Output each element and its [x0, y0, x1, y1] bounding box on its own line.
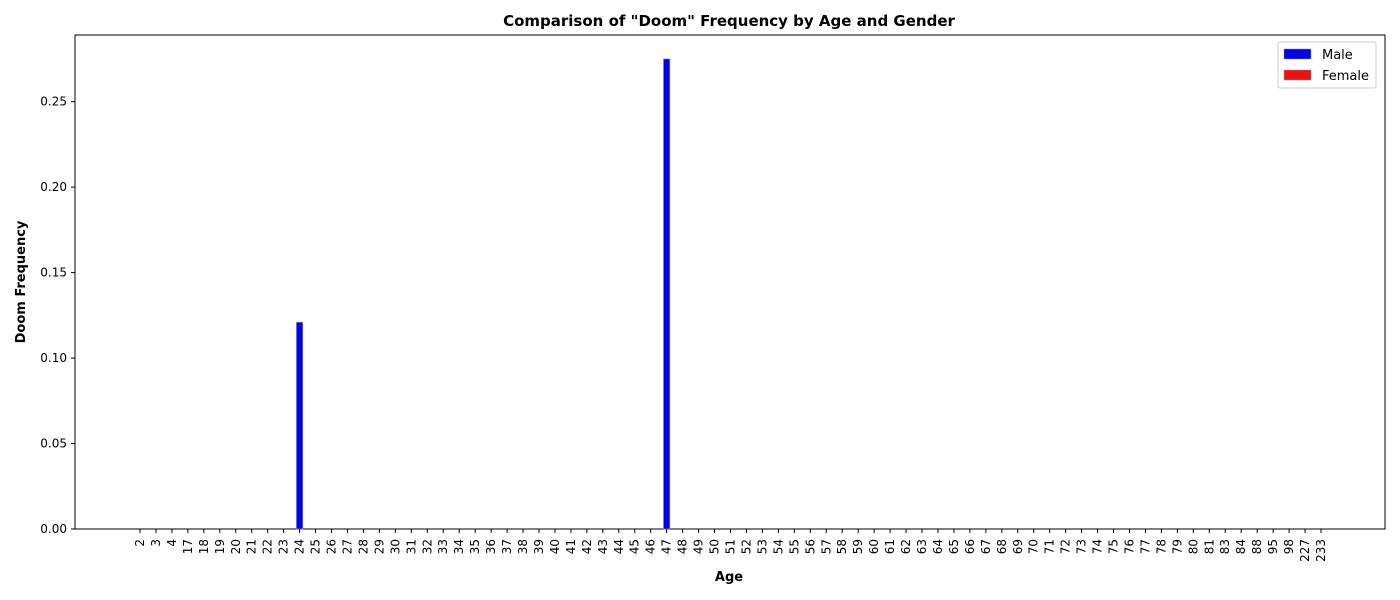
x-tick-label: 38: [516, 539, 530, 554]
x-tick-label: 41: [564, 539, 578, 554]
x-tick-label: 65: [947, 539, 961, 554]
x-tick-label: 23: [277, 539, 291, 554]
x-tick-label: 50: [708, 539, 722, 554]
x-tick-label: 68: [995, 539, 1009, 554]
x-tick-label: 55: [787, 539, 801, 554]
x-tick-label: 66: [963, 539, 977, 554]
x-tick-label: 35: [468, 539, 482, 554]
bar-male-47: [663, 58, 671, 530]
legend-label-female: Female: [1322, 69, 1369, 84]
x-tick-label: 71: [1043, 539, 1057, 554]
x-tick-label: 56: [803, 539, 817, 554]
x-tick-label: 21: [245, 539, 259, 554]
x-tick-label: 47: [660, 539, 674, 554]
x-tick-label: 73: [1075, 539, 1089, 554]
x-tick-label: 75: [1107, 539, 1121, 554]
y-axis-label: Doom Frequency: [14, 220, 29, 343]
legend-swatch-male: [1283, 48, 1312, 60]
x-tick-label: 61: [883, 539, 897, 554]
x-tick-label: 37: [500, 539, 514, 554]
x-tick-label: 48: [676, 539, 690, 554]
x-tick-label: 20: [229, 539, 243, 554]
x-tick-label: 49: [692, 539, 706, 554]
x-tick-label: 77: [1138, 539, 1152, 554]
x-tick-label: 81: [1202, 539, 1216, 554]
x-tick-label: 53: [755, 539, 769, 554]
x-tick-label: 62: [899, 539, 913, 554]
x-tick-label: 31: [404, 539, 418, 554]
x-axis-label: Age: [715, 570, 743, 585]
x-tick-label: 34: [452, 539, 466, 554]
x-tick-label: 17: [181, 539, 195, 554]
x-tick-label: 60: [867, 539, 881, 554]
x-tick-label: 19: [213, 539, 227, 554]
x-tick-label: 28: [356, 539, 370, 554]
x-tick-label: 43: [596, 539, 610, 554]
x-tick-label: 78: [1154, 539, 1168, 554]
x-tick-label: 27: [340, 539, 354, 554]
x-tick-label: 33: [436, 539, 450, 554]
x-tick-label: 74: [1091, 539, 1105, 554]
y-tick-label: 0.10: [40, 351, 67, 365]
x-tick-label: 76: [1122, 539, 1136, 554]
x-tick-label: 24: [293, 539, 307, 554]
x-axis-ticks: 2 3 4 17 18 19 20 21 22 23 24 25 26 27 28 29 30 31 32 33 34 3…: [133, 529, 1328, 562]
y-tick-label: 0.15: [40, 266, 67, 280]
x-tick-label: 70: [1027, 539, 1041, 554]
x-tick-label: 83: [1218, 539, 1232, 554]
x-tick-label: 26: [325, 539, 339, 554]
bar-male-24: [296, 321, 304, 530]
x-tick-label: 58: [835, 539, 849, 554]
x-tick-label: 45: [628, 539, 642, 554]
x-tick-label: 44: [612, 539, 626, 554]
legend-label-male: Male: [1322, 48, 1353, 63]
x-tick-label: 80: [1186, 539, 1200, 554]
x-tick-label: 22: [261, 539, 275, 554]
x-tick-label: 25: [309, 539, 323, 554]
x-tick-label: 18: [197, 539, 211, 554]
x-tick-label: 227: [1298, 539, 1312, 562]
x-tick-label: 63: [915, 539, 929, 554]
y-axis-ticks: 0.00 0.05 0.10 0.15 0.20 0.25: [40, 95, 75, 536]
x-tick-label: 72: [1059, 539, 1073, 554]
y-tick-label: 0.00: [40, 522, 67, 536]
x-tick-label: 69: [1011, 539, 1025, 554]
x-tick-label: 36: [484, 539, 498, 554]
x-tick-label: 233: [1314, 539, 1328, 562]
x-tick-label: 67: [979, 539, 993, 554]
plot-area: [74, 34, 1386, 530]
x-tick-label: 46: [644, 539, 658, 554]
x-tick-label: 52: [739, 539, 753, 554]
x-tick-label: 54: [771, 539, 785, 554]
x-tick-label: 59: [851, 539, 865, 554]
x-tick-label: 84: [1234, 539, 1248, 554]
x-tick-label: 4: [165, 539, 179, 547]
legend: Male Female: [1277, 41, 1377, 89]
legend-swatch-female: [1283, 69, 1312, 81]
y-tick-label: 0.25: [40, 95, 67, 109]
x-tick-label: 42: [580, 539, 594, 554]
x-tick-label: 39: [532, 539, 546, 554]
x-tick-label: 98: [1282, 539, 1296, 554]
x-tick-label: 3: [149, 539, 163, 547]
x-tick-label: 88: [1250, 539, 1264, 554]
y-tick-label: 0.20: [40, 180, 67, 194]
x-tick-label: 57: [819, 539, 833, 554]
y-tick-label: 0.05: [40, 437, 67, 451]
x-tick-label: 95: [1266, 539, 1280, 554]
x-tick-label: 29: [372, 539, 386, 554]
x-tick-label: 51: [724, 539, 738, 554]
x-tick-label: 32: [420, 539, 434, 554]
x-tick-label: 79: [1170, 539, 1184, 554]
x-tick-label: 64: [931, 539, 945, 554]
x-tick-label: 2: [133, 539, 147, 547]
x-tick-label: 40: [548, 539, 562, 554]
x-tick-label: 30: [388, 539, 402, 554]
chart-title: Comparison of "Doom" Frequency by Age an…: [503, 12, 955, 30]
